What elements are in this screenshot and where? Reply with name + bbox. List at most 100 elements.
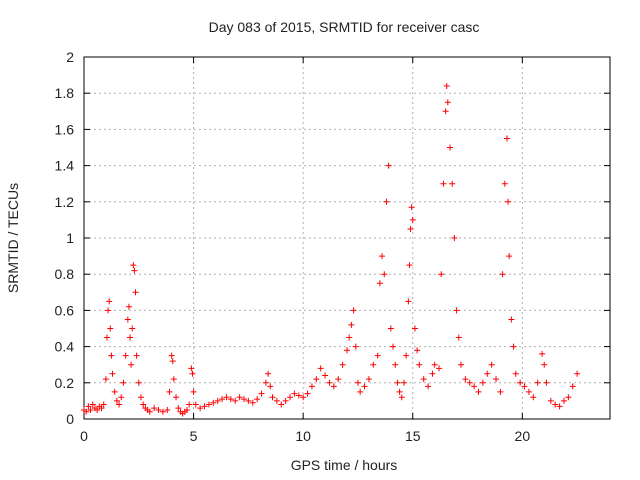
data-point [416, 361, 423, 368]
data-point [525, 388, 532, 395]
data-point [394, 379, 401, 386]
data-point [118, 394, 125, 401]
y-tick-label: 1.4 [55, 158, 75, 174]
data-point [453, 307, 460, 314]
data-point [258, 390, 265, 397]
data-point [322, 372, 329, 379]
data-point [295, 392, 302, 399]
y-tick-label: 0.4 [55, 339, 75, 355]
data-point [396, 388, 403, 395]
data-point [262, 379, 269, 386]
data-point [127, 334, 134, 341]
plot-frame [83, 56, 611, 420]
data-point [541, 361, 548, 368]
data-point [214, 397, 221, 404]
y-tick-label: 1 [66, 230, 74, 246]
data-point [344, 347, 350, 354]
data-points [81, 82, 581, 417]
data-point [254, 396, 261, 403]
data-point [223, 394, 230, 401]
data-point [159, 408, 166, 415]
data-point [190, 388, 197, 395]
data-point [273, 397, 280, 404]
data-point [245, 397, 252, 404]
data-point [146, 408, 153, 415]
data-point [249, 399, 256, 406]
data-point [83, 408, 90, 415]
data-point [444, 99, 451, 106]
y-tick-label: 0.6 [55, 302, 75, 318]
data-point [125, 303, 132, 310]
data-point [414, 347, 421, 354]
data-point [188, 365, 195, 372]
data-point [398, 394, 405, 401]
data-point [447, 144, 454, 151]
data-point [104, 334, 111, 341]
x-tick-label: 5 [190, 428, 198, 444]
data-point [130, 262, 137, 269]
data-point [170, 376, 177, 383]
data-point [350, 307, 357, 314]
data-point [420, 376, 427, 383]
data-point [120, 379, 127, 386]
data-point [124, 316, 131, 323]
data-point [381, 271, 388, 278]
data-point [405, 298, 412, 305]
data-point [189, 370, 196, 377]
data-point [357, 388, 364, 395]
data-point [265, 370, 272, 377]
data-point [462, 376, 469, 383]
data-point [390, 343, 397, 350]
data-point [517, 379, 524, 386]
data-point [530, 394, 537, 401]
data-point [205, 401, 212, 408]
data-point [440, 180, 447, 187]
data-point [100, 401, 107, 408]
data-point [361, 383, 368, 390]
data-point [106, 298, 113, 305]
data-point [376, 280, 383, 287]
data-point [313, 376, 320, 383]
data-point [521, 383, 528, 390]
data-point [488, 361, 495, 368]
x-tick-label: 10 [295, 428, 311, 444]
data-point [348, 321, 355, 328]
data-point [287, 394, 294, 401]
y-tick-label: 1.8 [55, 85, 75, 101]
data-point [403, 352, 410, 359]
data-point [98, 405, 105, 412]
data-point [385, 162, 392, 169]
data-point [133, 352, 140, 359]
data-point [484, 370, 491, 377]
data-point [116, 401, 123, 408]
data-point [411, 325, 418, 332]
data-point [308, 383, 315, 390]
data-point [569, 383, 576, 390]
data-point [387, 325, 394, 332]
data-point [164, 406, 171, 413]
data-point [455, 334, 462, 341]
data-point [408, 204, 415, 211]
data-point [168, 352, 175, 359]
data-point [94, 406, 101, 413]
data-point [539, 350, 546, 357]
data-point [227, 396, 234, 403]
data-point [451, 235, 458, 241]
x-axis-label: GPS time / hours [291, 457, 398, 473]
data-point [503, 135, 510, 142]
data-point [379, 253, 386, 260]
y-tick-label: 1.2 [55, 194, 75, 210]
data-point [300, 394, 307, 401]
data-point [429, 370, 436, 377]
data-point [192, 401, 199, 408]
data-point [431, 361, 438, 368]
data-point [392, 361, 399, 368]
data-point [556, 403, 563, 410]
data-point [560, 397, 567, 404]
data-point [201, 403, 208, 410]
data-point [425, 383, 432, 390]
y-tick-label: 0 [66, 411, 74, 427]
data-point [565, 394, 572, 401]
data-point [175, 405, 182, 412]
